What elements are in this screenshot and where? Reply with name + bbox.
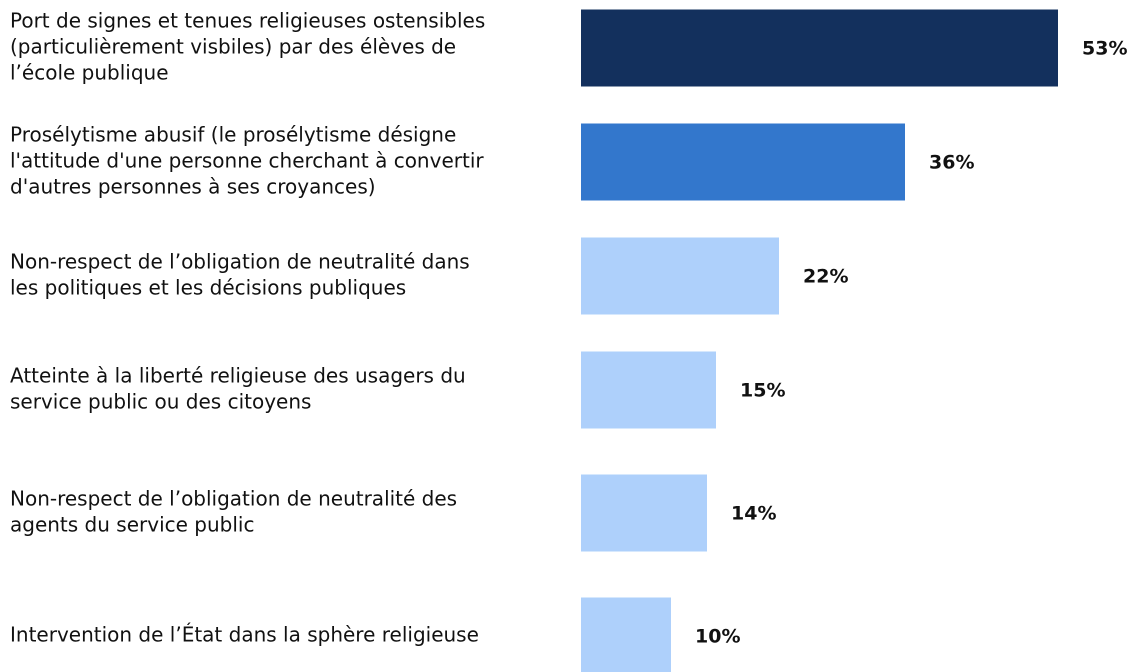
bar xyxy=(581,597,671,672)
bar xyxy=(581,123,905,201)
category-label: service public ou des citoyens xyxy=(10,390,311,414)
category-label: Port de signes et tenues religieuses ost… xyxy=(10,9,485,33)
category-label: (particulièrement visbiles) par des élèv… xyxy=(10,35,456,59)
bar xyxy=(581,351,716,429)
value-label: 22% xyxy=(803,266,848,288)
value-label: 53% xyxy=(1082,38,1127,60)
value-label: 14% xyxy=(731,503,776,525)
bar xyxy=(581,237,779,315)
category-label: Prosélytisme abusif (le prosélytisme dés… xyxy=(10,123,456,147)
bar xyxy=(581,9,1058,87)
value-label: 10% xyxy=(695,626,740,648)
value-label: 15% xyxy=(740,380,785,402)
category-label: agents du service public xyxy=(10,513,254,537)
category-label: Non-respect de l’obligation de neutralit… xyxy=(10,250,470,274)
bar xyxy=(581,474,707,552)
category-label: l’école publique xyxy=(10,61,169,85)
category-label: Non-respect de l’obligation de neutralit… xyxy=(10,487,457,511)
category-label: Atteinte à la liberté religieuse des usa… xyxy=(10,364,466,388)
category-label: les politiques et les décisions publique… xyxy=(10,276,406,300)
value-label: 36% xyxy=(929,152,974,174)
category-label: d'autres personnes à ses croyances) xyxy=(10,175,376,199)
category-label: Intervention de l’État dans la sphère re… xyxy=(10,623,479,647)
category-label: l'attitude d'une personne cherchant à co… xyxy=(10,149,484,173)
